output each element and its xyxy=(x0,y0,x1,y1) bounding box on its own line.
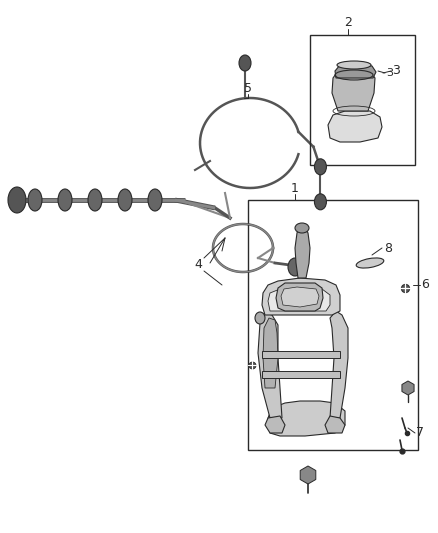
Polygon shape xyxy=(265,416,285,433)
Ellipse shape xyxy=(295,223,309,233)
Bar xyxy=(310,35,415,165)
Polygon shape xyxy=(325,416,345,433)
Polygon shape xyxy=(330,311,348,418)
Ellipse shape xyxy=(88,189,102,211)
Ellipse shape xyxy=(8,187,26,213)
Text: 6: 6 xyxy=(421,279,429,292)
Polygon shape xyxy=(281,287,319,307)
Polygon shape xyxy=(402,381,414,395)
Polygon shape xyxy=(300,466,316,484)
Ellipse shape xyxy=(118,189,132,211)
Ellipse shape xyxy=(148,189,162,211)
Polygon shape xyxy=(332,67,375,111)
Polygon shape xyxy=(263,318,278,388)
Ellipse shape xyxy=(314,159,326,175)
Text: 2: 2 xyxy=(344,17,352,29)
Polygon shape xyxy=(295,225,310,278)
Polygon shape xyxy=(328,111,382,142)
Polygon shape xyxy=(262,371,340,378)
Ellipse shape xyxy=(288,258,302,276)
Text: 3: 3 xyxy=(386,68,393,78)
Polygon shape xyxy=(268,287,330,311)
Text: 5: 5 xyxy=(244,82,252,94)
Ellipse shape xyxy=(239,55,251,71)
Text: 8: 8 xyxy=(384,241,392,254)
Bar xyxy=(248,200,418,450)
Ellipse shape xyxy=(28,189,42,211)
Ellipse shape xyxy=(255,312,265,324)
Text: 1: 1 xyxy=(291,182,299,195)
Ellipse shape xyxy=(314,194,326,210)
Ellipse shape xyxy=(356,258,384,268)
Polygon shape xyxy=(258,313,282,418)
Polygon shape xyxy=(335,63,376,78)
Polygon shape xyxy=(276,283,323,311)
Ellipse shape xyxy=(58,189,72,211)
Text: 4: 4 xyxy=(194,259,202,271)
Text: 7: 7 xyxy=(416,426,424,440)
Polygon shape xyxy=(262,278,340,315)
Polygon shape xyxy=(268,401,345,436)
Polygon shape xyxy=(262,351,340,358)
Ellipse shape xyxy=(337,61,371,69)
Text: 3: 3 xyxy=(392,64,400,77)
